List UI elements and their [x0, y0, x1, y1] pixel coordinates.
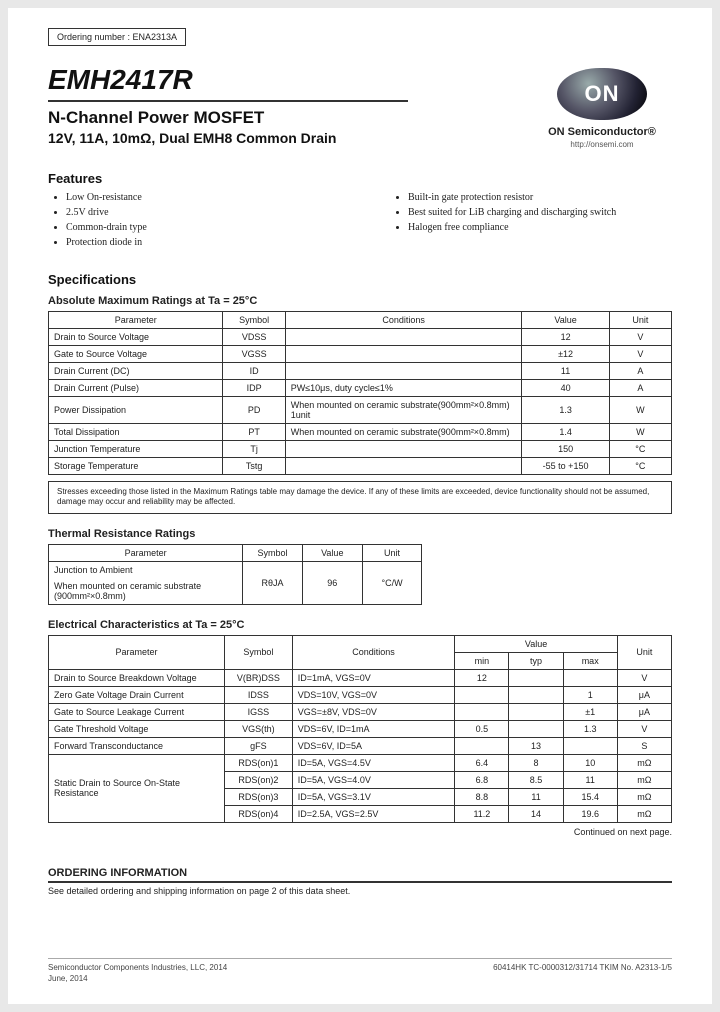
col-max: max: [563, 652, 617, 669]
abs-max-heading: Absolute Maximum Ratings at Ta = 25°C: [48, 295, 672, 307]
feature-item: Built-in gate protection resistor: [408, 190, 672, 205]
company-url: http://onsemi.com: [532, 140, 672, 149]
thermal-heading: Thermal Resistance Ratings: [48, 528, 672, 540]
continued-note: Continued on next page.: [48, 827, 672, 837]
header: EMH2417R N-Channel Power MOSFET 12V, 11A…: [48, 64, 672, 149]
col-parameter: Parameter: [49, 635, 225, 669]
specifications-heading: Specifications: [48, 272, 672, 287]
company-name: ON Semiconductor®: [532, 126, 672, 138]
table-header-row: Parameter Symbol Conditions Value Unit: [49, 635, 672, 652]
abs-max-table: Parameter Symbol Conditions Value Unit D…: [48, 311, 672, 475]
title-rule: [48, 100, 408, 102]
col-unit: Unit: [617, 635, 671, 669]
product-spec-line: 12V, 11A, 10mΩ, Dual EMH8 Common Drain: [48, 130, 532, 146]
col-value-group: Value: [455, 635, 617, 652]
title-block: EMH2417R N-Channel Power MOSFET 12V, 11A…: [48, 64, 532, 146]
table-row: Power DissipationPDWhen mounted on ceram…: [49, 397, 672, 424]
stress-note: Stresses exceeding those listed in the M…: [48, 481, 672, 514]
product-type: N-Channel Power MOSFET: [48, 108, 532, 128]
table-header-row: Parameter Symbol Value Unit: [49, 544, 422, 561]
elec-heading: Electrical Characteristics at Ta = 25°C: [48, 619, 672, 631]
table-row: Total DissipationPTWhen mounted on ceram…: [49, 424, 672, 441]
table-row: Zero Gate Voltage Drain CurrentIDSSVDS=1…: [49, 686, 672, 703]
footer-copyright: Semiconductor Components Industries, LLC…: [48, 963, 227, 973]
col-parameter: Parameter: [49, 312, 223, 329]
features-heading: Features: [48, 171, 672, 186]
feature-item: Best suited for LiB charging and dischar…: [408, 205, 672, 220]
col-typ: typ: [509, 652, 563, 669]
feature-item: 2.5V drive: [66, 205, 330, 220]
feature-item: Common-drain type: [66, 220, 330, 235]
col-parameter: Parameter: [49, 544, 243, 561]
thermal-table: Parameter Symbol Value Unit Junction to …: [48, 544, 422, 605]
on-logo-icon: ON: [557, 68, 647, 120]
table-header-row: Parameter Symbol Conditions Value Unit: [49, 312, 672, 329]
features-col-right: Built-in gate protection resistor Best s…: [390, 190, 672, 250]
feature-item: Halogen free compliance: [408, 220, 672, 235]
features-list: Low On-resistance 2.5V drive Common-drai…: [48, 190, 672, 250]
logo-block: ON ON Semiconductor® http://onsemi.com: [532, 68, 672, 149]
table-row: Gate Threshold VoltageVGS(th)VDS=6V, ID=…: [49, 720, 672, 737]
table-row: Static Drain to Source On-State Resistan…: [49, 754, 672, 771]
table-row: Drain Current (Pulse)IDPPW≤10μs, duty cy…: [49, 380, 672, 397]
footer-date: June, 2014: [48, 974, 227, 984]
ordering-number-box: Ordering number : ENA2313A: [48, 28, 186, 46]
col-unit: Unit: [362, 544, 422, 561]
table-row: Drain to Source Breakdown VoltageV(BR)DS…: [49, 669, 672, 686]
table-row: Junction TemperatureTj150°C: [49, 441, 672, 458]
table-row: Junction to Ambient RθJA 96 °C/W: [49, 561, 422, 578]
ordering-heading: ORDERING INFORMATION: [48, 867, 672, 883]
feature-item: Low On-resistance: [66, 190, 330, 205]
feature-item: Protection diode in: [66, 235, 330, 250]
col-value: Value: [302, 544, 362, 561]
col-symbol: Symbol: [223, 312, 285, 329]
col-conditions: Conditions: [285, 312, 522, 329]
table-row: Gate to Source Leakage CurrentIGSSVGS=±8…: [49, 703, 672, 720]
col-value: Value: [522, 312, 609, 329]
table-row: Storage TemperatureTstg-55 to +150°C: [49, 458, 672, 475]
part-number: EMH2417R: [48, 64, 532, 96]
footer-docnum: 60414HK TC-0000312/31714 TKIM No. A2313-…: [493, 963, 672, 984]
table-row: Forward TransconductancegFSVDS=6V, ID=5A…: [49, 737, 672, 754]
elec-table: Parameter Symbol Conditions Value Unit m…: [48, 635, 672, 823]
ordering-text: See detailed ordering and shipping infor…: [48, 886, 672, 896]
footer: Semiconductor Components Industries, LLC…: [48, 958, 672, 984]
col-symbol: Symbol: [243, 544, 303, 561]
features-col-left: Low On-resistance 2.5V drive Common-drai…: [48, 190, 330, 250]
table-row: Drain to Source VoltageVDSS12V: [49, 329, 672, 346]
table-row: Gate to Source VoltageVGSS±12V: [49, 346, 672, 363]
datasheet-page: Ordering number : ENA2313A EMH2417R N-Ch…: [8, 8, 712, 1004]
col-unit: Unit: [609, 312, 671, 329]
col-conditions: Conditions: [292, 635, 455, 669]
col-min: min: [455, 652, 509, 669]
col-symbol: Symbol: [225, 635, 293, 669]
table-row: Drain Current (DC)ID11A: [49, 363, 672, 380]
footer-left: Semiconductor Components Industries, LLC…: [48, 963, 227, 984]
